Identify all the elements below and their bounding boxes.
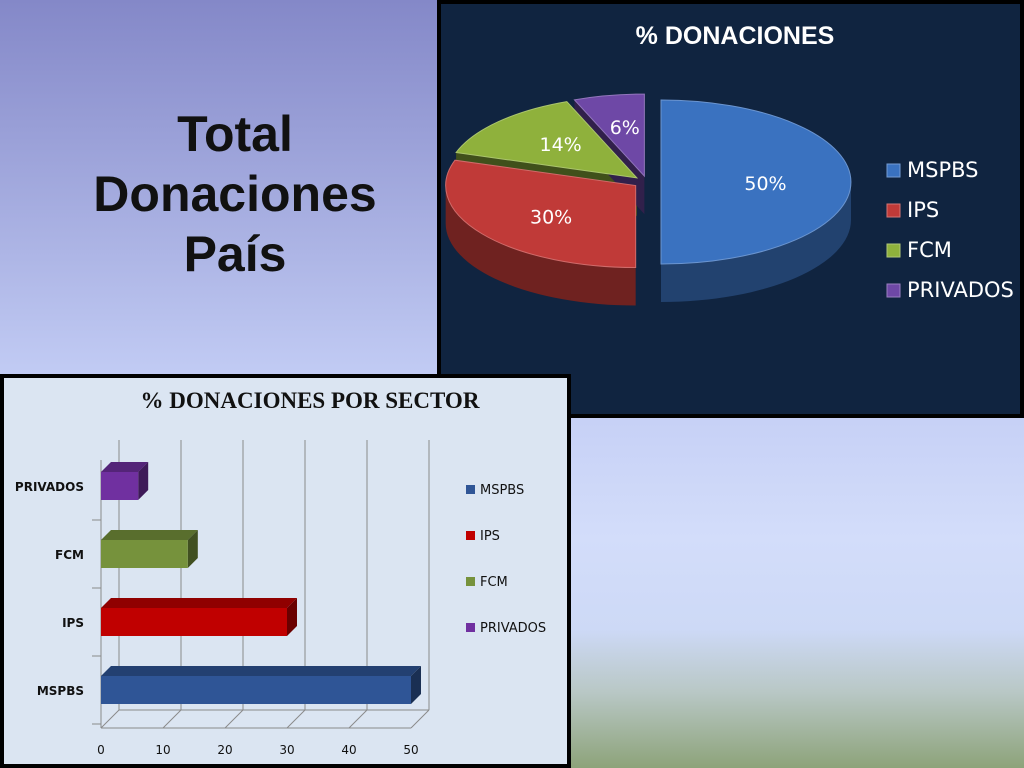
bar-legend: MSPBS IPS FCM PRIVADOS [466,483,546,636]
bar-x-tick-label: 30 [279,743,294,757]
bar-x-tick-label: 40 [341,743,356,757]
bar-category-label-fcm: FCM [55,548,84,562]
slide-title-line: País [183,226,287,282]
bar-category-label-ips: IPS [62,616,84,630]
bar-end-mspbs [411,666,421,704]
pie-legend-swatch-ips [886,203,901,218]
bar-mspbs [101,676,411,704]
pie-slices: 50% 30% 14% 6% [445,93,852,306]
slide-title-line: Total [177,106,293,162]
pie-legend-swatch-fcm [886,243,901,258]
slide-title: Total Donaciones País [40,104,430,284]
bar-top-mspbs [101,666,421,676]
bar-chart-title: % DONACIONES POR SECTOR [141,388,480,413]
bar-top-ips [101,598,297,608]
bar-top-fcm [101,530,198,540]
pie-legend-swatch-privados [886,283,901,298]
bar-ips [101,608,287,636]
pie-slice-fcm [455,101,639,179]
bar-x-tick-label: 20 [217,743,232,757]
bar-legend-label-ips: IPS [480,529,500,544]
pie-legend-label-fcm: FCM [907,238,952,262]
bar-legend-swatch-ips [466,531,475,540]
bar-axes: MSPBS IPS FCM PRIVADOS 0 10 20 30 40 50 [15,480,419,757]
bar-x-tick-label: 10 [155,743,170,757]
slide-title-line: Donaciones [93,166,377,222]
pie-chart: % DONACIONES 50% 30% 14% 6% MSPBS IPS FCM PRIV… [445,22,1014,306]
bar-end-fcm [187,530,198,568]
bar-legend-swatch-privados [466,623,475,632]
pie-chart-title: % DONACIONES [636,22,835,50]
pie-data-label-fcm: 14% [540,134,582,156]
pie-slice-side-mspbs [661,182,851,302]
bar-legend-label-privados: PRIVADOS [480,621,546,636]
bar-end-ips [287,598,297,636]
pie-legend-label-mspbs: MSPBS [907,158,978,182]
bar-legend-label-mspbs: MSPBS [480,483,524,498]
bar-chart: % DONACIONES POR SECTOR MSPBS IPS FCM PRIVA… [15,388,546,757]
pie-chart-panel: % DONACIONES 50% 30% 14% 6% MSPBS IPS FCM PRIV… [437,0,1024,418]
pie-legend-label-privados: PRIVADOS [907,278,1014,302]
bar-end-privados [138,462,149,500]
pie-slice-privados [573,93,645,178]
pie-data-label-ips: 30% [530,206,572,228]
bar-chart-panel: % DONACIONES POR SECTOR MSPBS IPS FCM PRIVA… [0,374,571,768]
pie-legend-label-ips: IPS [907,198,939,222]
pie-slice-mspbs [660,99,852,265]
bar-category-label-mspbs: MSPBS [37,684,84,698]
bar-series [101,462,421,704]
pie-slice-side-ips [445,185,636,306]
bar-privados [101,472,139,500]
bar-legend-label-fcm: FCM [480,575,508,590]
pie-slice-ips [445,159,637,269]
pie-legend: MSPBS IPS FCM PRIVADOS [886,158,1014,302]
bar-legend-swatch-fcm [466,577,475,586]
bar-legend-swatch-mspbs [466,485,475,494]
pie-data-label-mspbs: 50% [744,173,786,195]
bar-x-tick-label: 0 [97,743,105,757]
pie-legend-swatch-mspbs [886,163,901,178]
pie-data-label-privados: 6% [610,117,640,139]
bar-fcm [101,540,188,568]
bar-top-privados [101,462,149,472]
bar-category-label-privados: PRIVADOS [15,480,84,494]
bar-x-tick-label: 50 [403,743,418,757]
